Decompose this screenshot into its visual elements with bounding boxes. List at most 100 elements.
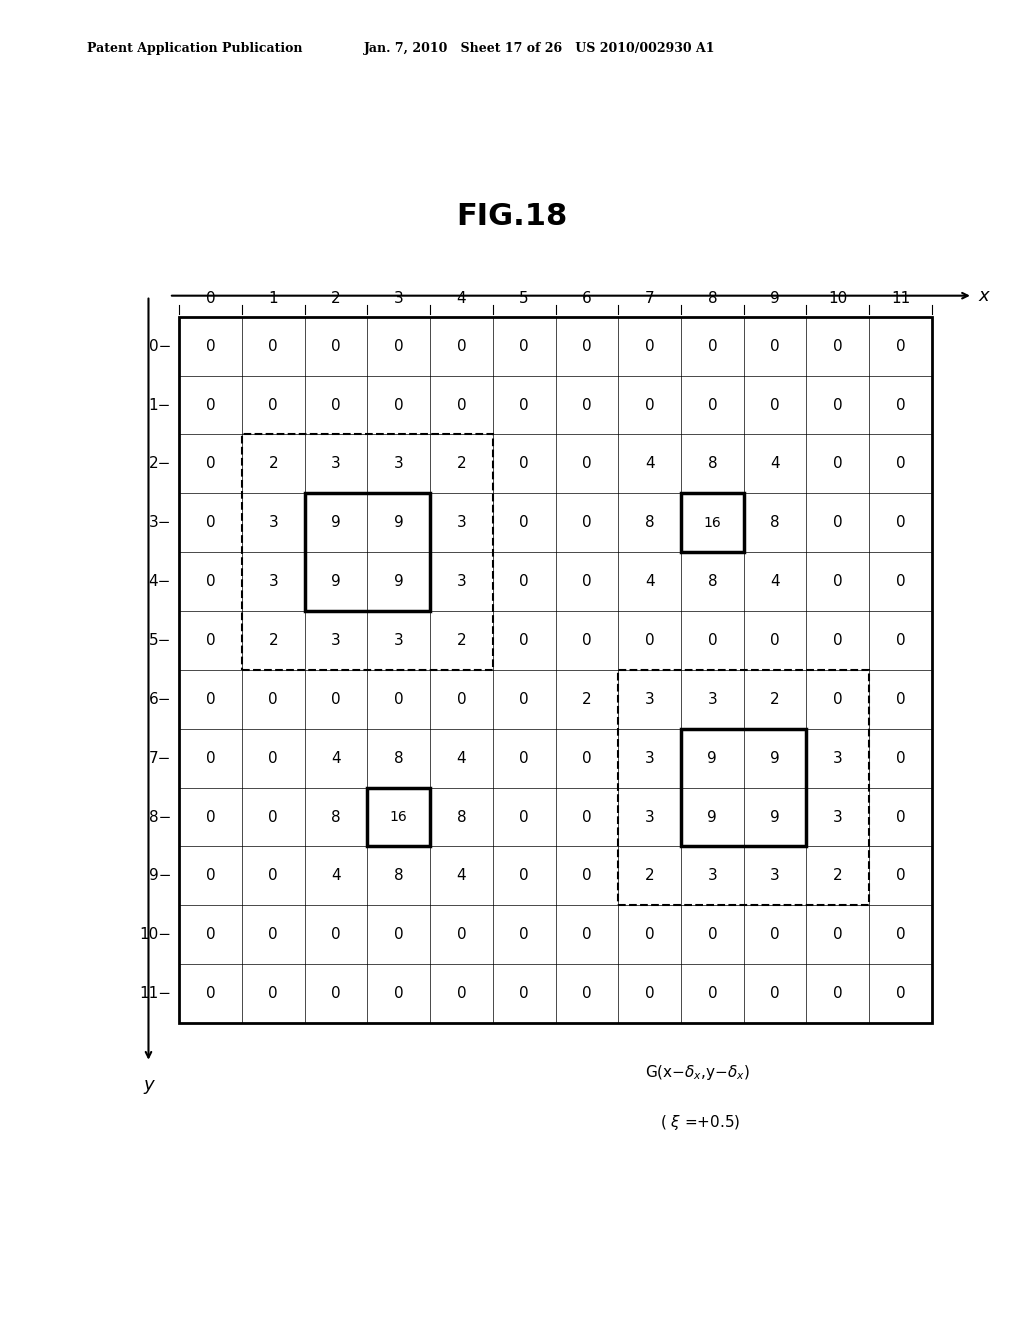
Text: 0: 0 — [833, 339, 843, 354]
Text: 0: 0 — [645, 927, 654, 942]
Text: 0: 0 — [582, 515, 592, 531]
Text: 0: 0 — [708, 397, 717, 413]
Text: 11−: 11− — [139, 986, 171, 1001]
Text: 9: 9 — [770, 292, 780, 306]
Text: 0: 0 — [519, 927, 529, 942]
Text: 0: 0 — [331, 397, 341, 413]
Text: 3−: 3− — [148, 515, 171, 531]
Text: 0: 0 — [896, 809, 905, 825]
Text: 3: 3 — [268, 515, 279, 531]
Text: 4: 4 — [645, 574, 654, 589]
Text: 0: 0 — [519, 692, 529, 706]
Text: 3: 3 — [770, 869, 780, 883]
Text: 8: 8 — [457, 809, 466, 825]
Text: 0: 0 — [833, 692, 843, 706]
Text: 0: 0 — [582, 927, 592, 942]
Text: 0: 0 — [457, 397, 466, 413]
Text: 0: 0 — [833, 574, 843, 589]
Text: 3: 3 — [645, 692, 654, 706]
Text: 0: 0 — [582, 869, 592, 883]
Text: 4−: 4− — [148, 574, 171, 589]
Text: Patent Application Publication: Patent Application Publication — [87, 42, 302, 55]
Text: 0: 0 — [268, 339, 279, 354]
Text: 4: 4 — [457, 751, 466, 766]
Text: 0: 0 — [582, 397, 592, 413]
Text: 3: 3 — [645, 809, 654, 825]
Text: 0: 0 — [708, 986, 717, 1001]
Text: 0: 0 — [268, 692, 279, 706]
Text: 3: 3 — [708, 692, 717, 706]
Text: 8: 8 — [708, 574, 717, 589]
Text: 0: 0 — [206, 292, 215, 306]
Text: 0: 0 — [770, 986, 780, 1001]
Text: 9: 9 — [331, 515, 341, 531]
Text: 0: 0 — [206, 809, 215, 825]
Text: 0: 0 — [708, 634, 717, 648]
Text: 0: 0 — [206, 457, 215, 471]
Text: y: y — [143, 1076, 154, 1094]
Text: 9−: 9− — [148, 869, 171, 883]
Text: 16: 16 — [390, 810, 408, 824]
Text: G(x$-\delta_x$,y$-\delta_x$): G(x$-\delta_x$,y$-\delta_x$) — [645, 1063, 751, 1081]
Text: 0: 0 — [645, 634, 654, 648]
Text: 8: 8 — [331, 809, 341, 825]
Text: Jan. 7, 2010   Sheet 17 of 26   US 2010/002930 A1: Jan. 7, 2010 Sheet 17 of 26 US 2010/0029… — [364, 42, 715, 55]
Text: 4: 4 — [457, 869, 466, 883]
Text: 0: 0 — [582, 809, 592, 825]
Text: 8: 8 — [394, 869, 403, 883]
Text: 0: 0 — [896, 692, 905, 706]
Text: 2: 2 — [770, 692, 780, 706]
Text: 4: 4 — [645, 457, 654, 471]
Text: 2: 2 — [582, 692, 592, 706]
Text: 3: 3 — [457, 515, 466, 531]
Text: 0: 0 — [582, 634, 592, 648]
Text: 0: 0 — [519, 574, 529, 589]
Text: 2: 2 — [833, 869, 843, 883]
Text: 9: 9 — [708, 809, 717, 825]
Text: 4: 4 — [331, 751, 341, 766]
Text: 0: 0 — [457, 692, 466, 706]
Text: 8: 8 — [645, 515, 654, 531]
Text: 6: 6 — [582, 292, 592, 306]
Text: 0: 0 — [457, 986, 466, 1001]
Text: 7: 7 — [645, 292, 654, 306]
Text: 0: 0 — [268, 986, 279, 1001]
Text: 0: 0 — [206, 927, 215, 942]
Text: 0: 0 — [645, 986, 654, 1001]
Text: 0: 0 — [331, 339, 341, 354]
Text: 0: 0 — [645, 397, 654, 413]
Text: 0: 0 — [896, 515, 905, 531]
Text: 8: 8 — [770, 515, 780, 531]
Text: 16: 16 — [703, 516, 721, 529]
Text: 0: 0 — [896, 574, 905, 589]
Text: 0: 0 — [896, 927, 905, 942]
Text: 0: 0 — [394, 339, 403, 354]
Text: 2: 2 — [268, 457, 279, 471]
Text: 0: 0 — [268, 751, 279, 766]
Text: 8: 8 — [708, 292, 717, 306]
Text: 0: 0 — [268, 869, 279, 883]
Text: 0: 0 — [519, 515, 529, 531]
Text: 0: 0 — [582, 457, 592, 471]
Text: 0: 0 — [708, 927, 717, 942]
Text: 0: 0 — [519, 986, 529, 1001]
Text: 0: 0 — [582, 751, 592, 766]
Text: 0: 0 — [896, 457, 905, 471]
Text: 4: 4 — [331, 869, 341, 883]
Text: 0: 0 — [582, 339, 592, 354]
Text: 0: 0 — [206, 692, 215, 706]
Text: 0: 0 — [394, 986, 403, 1001]
Text: 0: 0 — [519, 397, 529, 413]
Text: 4: 4 — [457, 292, 466, 306]
Text: 0: 0 — [582, 574, 592, 589]
Text: 0: 0 — [394, 927, 403, 942]
Text: 9: 9 — [770, 809, 780, 825]
Text: 0: 0 — [770, 927, 780, 942]
Text: 3: 3 — [833, 809, 843, 825]
Text: 0: 0 — [833, 397, 843, 413]
Text: 0: 0 — [206, 751, 215, 766]
Text: 0: 0 — [519, 634, 529, 648]
Text: 3: 3 — [331, 457, 341, 471]
Text: 0: 0 — [770, 397, 780, 413]
Text: 0: 0 — [268, 397, 279, 413]
